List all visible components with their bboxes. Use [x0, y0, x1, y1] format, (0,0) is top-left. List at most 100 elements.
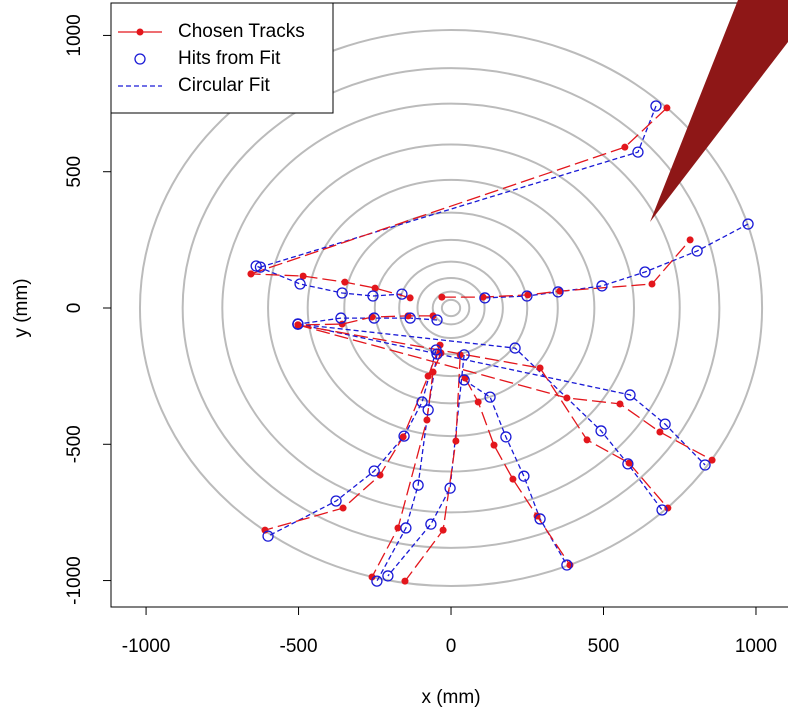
detector-rings — [138, 28, 764, 588]
track-point — [625, 459, 633, 467]
legend-dot — [136, 28, 144, 36]
hit-point — [521, 290, 533, 302]
hit-point — [518, 470, 530, 482]
hit-point — [444, 482, 456, 494]
hit-point — [632, 146, 644, 158]
pointer-wedge — [650, 0, 788, 222]
hit-point — [622, 458, 634, 470]
track-point — [341, 278, 349, 286]
detector-ring — [431, 290, 471, 326]
hit-point — [430, 344, 442, 356]
hit-point — [509, 342, 521, 354]
hit-point — [396, 288, 408, 300]
track-point — [437, 349, 445, 357]
y-tick-label: -1000 — [64, 556, 85, 605]
detector-ring — [373, 238, 529, 378]
hit-point — [458, 374, 470, 386]
hit-point — [561, 559, 573, 571]
hit-point — [250, 260, 262, 272]
legend-label: Chosen Tracks — [178, 21, 305, 42]
plot-area — [247, 100, 754, 587]
detector-ring — [306, 178, 596, 438]
track-point — [563, 394, 571, 402]
track-point — [368, 573, 376, 581]
track-point — [399, 433, 407, 441]
hit-point — [624, 389, 636, 401]
track-point — [429, 368, 437, 376]
track-point — [509, 475, 517, 483]
hit-point — [650, 100, 662, 112]
track-point — [424, 372, 432, 380]
x-tick-label: 0 — [446, 636, 457, 657]
hit-point — [431, 314, 443, 326]
detector-ring — [181, 67, 721, 549]
track-point — [339, 504, 347, 512]
hit-point — [422, 404, 434, 416]
track-point — [490, 441, 498, 449]
hit-point — [742, 218, 754, 230]
hit-point — [596, 280, 608, 292]
track-point — [536, 364, 544, 372]
x-axis-label: x (mm) — [421, 687, 480, 708]
hit-point — [425, 518, 437, 530]
track-point — [621, 143, 629, 151]
hit-point — [382, 570, 394, 582]
track-point — [656, 428, 664, 436]
axes: -1000 -500 0 500 1000 -1000 -500 0 500 1000 — [64, 14, 777, 657]
hit-point — [254, 261, 267, 273]
y-tick-label: 0 — [64, 303, 85, 314]
hit-point — [336, 287, 348, 299]
y-tick-label: -500 — [64, 425, 85, 463]
legend-label: Hits from Fit — [178, 48, 281, 69]
track-point — [686, 236, 694, 244]
detector-ring — [221, 102, 681, 514]
track-point — [394, 524, 402, 532]
hit-point — [416, 396, 428, 408]
legend-label: Circular Fit — [178, 75, 271, 96]
track-point — [583, 436, 591, 444]
x-tick-label: 500 — [588, 636, 620, 657]
detector-ring — [416, 277, 486, 339]
hit-point — [330, 495, 342, 507]
x-tick-label: 1000 — [735, 636, 777, 657]
x-tick-label: -1000 — [122, 636, 171, 657]
hit-point — [552, 286, 564, 298]
track-point — [371, 284, 379, 292]
detector-ring — [138, 28, 764, 588]
hit-point — [639, 266, 651, 278]
y-tick-label: 1000 — [64, 14, 85, 56]
detector-ring — [267, 143, 635, 473]
hit-point — [484, 391, 496, 403]
hit-point — [534, 513, 546, 525]
hit-point — [500, 431, 512, 443]
hit-point — [659, 418, 671, 430]
legend-circle — [134, 53, 146, 65]
track-point — [439, 526, 447, 534]
track-point — [456, 351, 464, 359]
hit-point — [367, 290, 379, 302]
detector-ring — [398, 260, 504, 356]
track-point — [294, 321, 302, 329]
hit-point — [595, 425, 607, 437]
track-point — [401, 577, 409, 585]
hit-point — [458, 349, 470, 361]
hit-point — [699, 459, 711, 471]
track-point — [648, 280, 656, 288]
track-point — [247, 270, 255, 278]
y-axis-label: y (mm) — [11, 278, 32, 337]
x-tick-label: -500 — [280, 636, 318, 657]
fit-line — [255, 105, 749, 582]
hit-point — [368, 465, 380, 477]
hit-point — [292, 318, 304, 330]
hit-point — [431, 348, 443, 360]
hit-point — [398, 430, 410, 442]
hit-point — [368, 312, 380, 324]
track-point — [406, 294, 414, 302]
hit-point — [479, 292, 491, 304]
track-point — [663, 104, 671, 112]
detector-ring — [343, 211, 559, 405]
y-tick-label: 500 — [64, 156, 85, 188]
hit-point — [656, 504, 668, 516]
hit-point — [400, 522, 412, 534]
